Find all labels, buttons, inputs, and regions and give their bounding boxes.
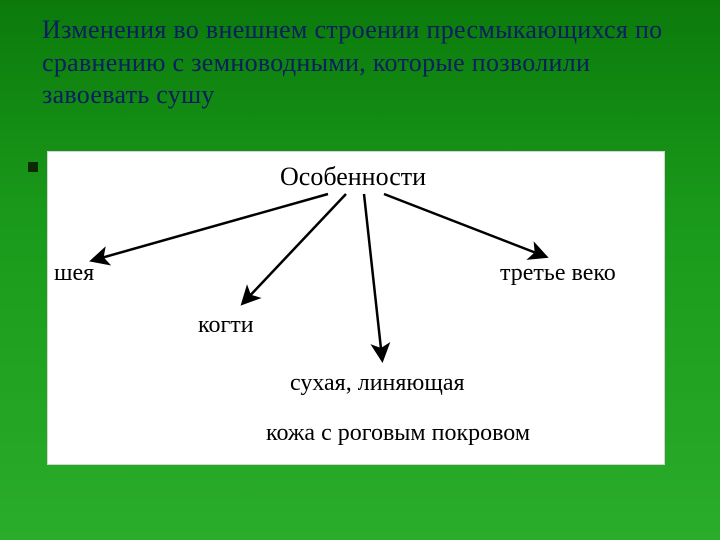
diagram-leaf-claws: когти (198, 312, 254, 339)
diagram-root-label: Особенности (280, 162, 426, 192)
diagram-leaf-skin-line1: сухая, линяющая (290, 370, 465, 397)
page-title: Изменения во внешнем строении пресмыкающ… (42, 14, 680, 112)
bullet-icon (28, 162, 38, 172)
diagram-leaf-neck: шея (54, 260, 94, 287)
diagram-leaf-skin-line2: кожа с роговым покровом (266, 420, 530, 447)
diagram-panel: Особенности шея когти сухая, линяющая ко… (48, 152, 664, 464)
diagram-arrows (48, 152, 664, 464)
diagram-leaf-third-eyelid: третье веко (500, 260, 616, 287)
